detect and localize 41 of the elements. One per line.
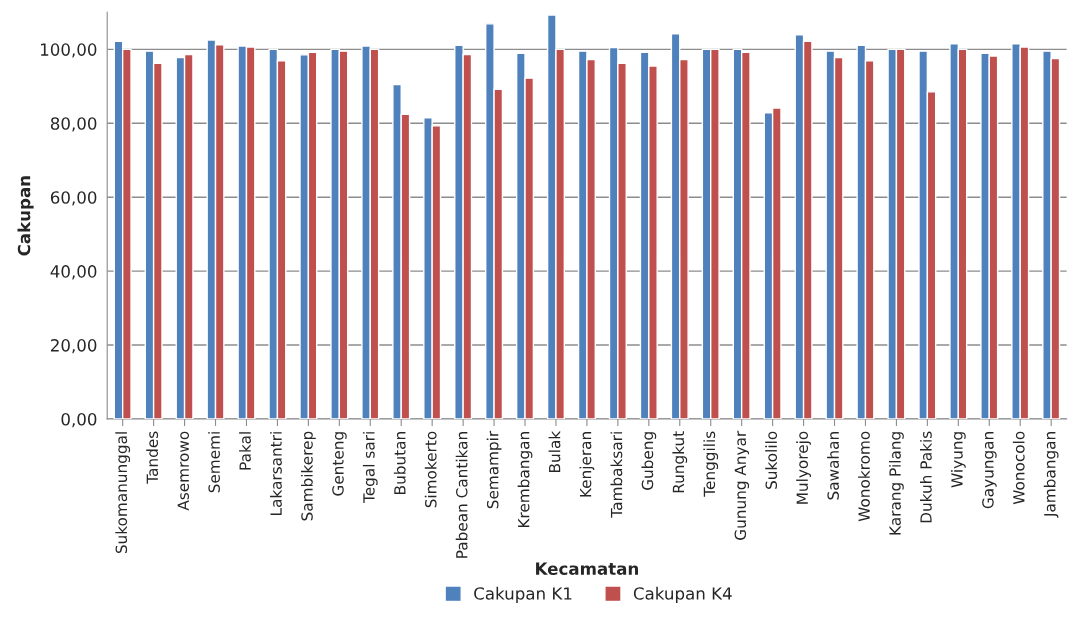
y-tick-label: 80,00: [50, 117, 97, 132]
x-tick-label: Jambangan: [1043, 432, 1059, 518]
x-tick-label: Gayungan: [982, 432, 997, 509]
y-tick-label: 20,00: [50, 339, 97, 354]
x-tick-label: Lakarsantri: [270, 432, 282, 515]
x-tick-label: Krembangan: [517, 432, 533, 528]
y-tick-label: 100,00: [40, 43, 97, 58]
x-tick-label: Wiyung: [950, 432, 966, 488]
x-tick-label: Gubeng: [641, 432, 657, 490]
x-tick-label: Tandes: [146, 431, 159, 484]
y-axis-title: Cakupan: [17, 176, 34, 256]
x-tick-label: Tambaksari: [610, 432, 623, 518]
x-tick-label: Mulyorejo: [796, 431, 811, 504]
x-tick-label: Tegal sari: [362, 432, 378, 503]
x-tick-label: Tenggilis: [703, 431, 719, 497]
x-tick-label: Gunung Anyar: [734, 430, 750, 540]
x-tick-label: Kenjeran: [579, 432, 595, 497]
x-tick-label: Sukomanunggal: [115, 432, 131, 554]
legend-label: Cakupan K4: [633, 586, 732, 603]
y-tick-label: 60,00: [50, 191, 97, 206]
x-tick-label: Pakal: [239, 432, 251, 470]
x-tick-label: Semampir: [486, 430, 502, 509]
legend-label: Cakupan K1: [474, 586, 572, 603]
x-tick-label: Sukolilo: [765, 431, 778, 489]
x-tick-label: Asemrowo: [177, 431, 190, 511]
y-tick-label: 40,00: [50, 265, 97, 280]
x-tick-label: Simokerto: [424, 431, 437, 508]
x-tick-label: Rungkut: [672, 431, 688, 493]
y-tick-label: 0,00: [61, 412, 97, 428]
x-axis-title: Kecamatan: [536, 562, 638, 575]
x-tick-label: Bulak: [548, 430, 561, 472]
x-tick-label: Sambikerep: [300, 431, 316, 521]
x-tick-label: Sawahan: [827, 432, 839, 500]
x-tick-label: Dukuh Pakis: [919, 431, 932, 523]
x-tick-label: Sememi: [208, 432, 220, 493]
x-tick-label: Wonokromo: [858, 431, 870, 522]
x-tick-label: Pabean Cantikan: [455, 432, 468, 558]
x-tick-label: Wonocolo: [1012, 431, 1025, 505]
x-tick-label: Bubutan: [393, 432, 406, 494]
x-tick-label: Karang Pilang: [889, 432, 904, 535]
x-tick-label: Genteng: [332, 432, 347, 496]
